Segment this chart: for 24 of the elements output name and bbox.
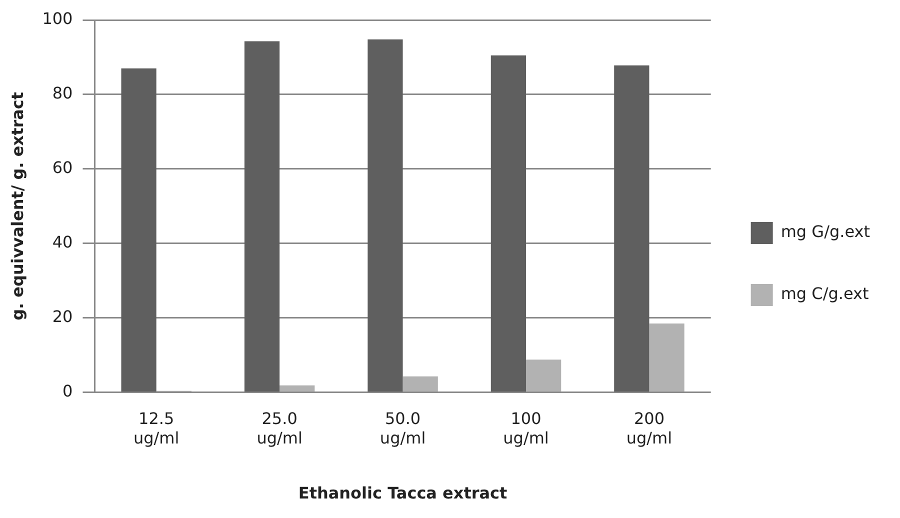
y-tick-label: 20 [52, 307, 73, 326]
x-tick-label: 25.0 ug/ml [256, 409, 302, 448]
y-axis-title: g. equivvalent/ g. extract [8, 92, 27, 320]
bar [649, 324, 684, 392]
x-tick-label: 100 ug/ml [503, 409, 549, 448]
x-tick-label: 50.0 ug/ml [380, 409, 426, 448]
y-tick-label: 40 [52, 232, 73, 252]
legend-label: mg C/g.ext [780, 284, 869, 304]
legend-label: mg G/g.ext [780, 222, 870, 242]
bar [368, 39, 403, 392]
y-tick-label: 100 [42, 9, 73, 28]
bar [244, 41, 280, 392]
bar [490, 55, 526, 392]
y-tick-label: 0 [62, 382, 73, 401]
bar [526, 360, 562, 392]
y-tick-label: 80 [52, 84, 73, 103]
x-tick-label: 12.5 ug/ml [133, 409, 180, 448]
bar [402, 376, 438, 392]
bar [121, 68, 156, 392]
bar [280, 385, 315, 392]
y-tick-label: 60 [52, 158, 73, 178]
x-axis-title: Ethanolic Tacca extract [298, 484, 508, 503]
bar [614, 65, 650, 392]
x-tick-label: 200 ug/ml [626, 409, 672, 448]
